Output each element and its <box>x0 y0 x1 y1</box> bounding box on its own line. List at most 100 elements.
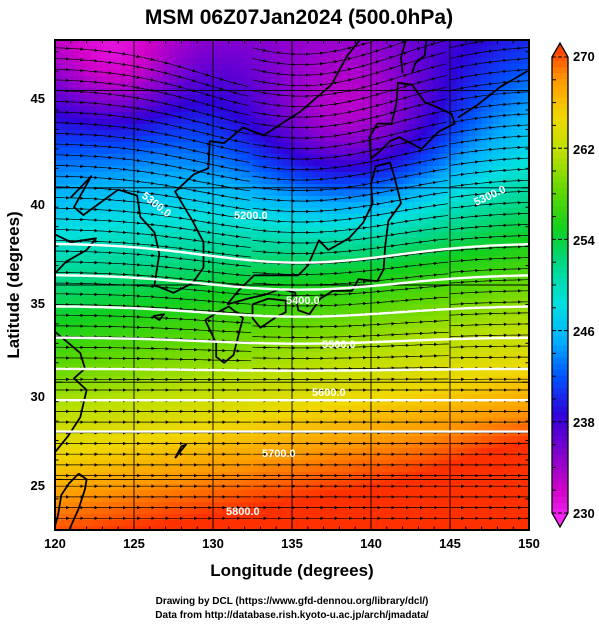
field-cell <box>175 70 182 77</box>
field-cell <box>361 352 368 359</box>
field-cell <box>325 382 332 389</box>
field-cell <box>259 304 266 311</box>
field-cell <box>145 46 152 53</box>
field-cell <box>409 334 416 341</box>
field-cell <box>433 178 440 185</box>
field-cell <box>487 382 494 389</box>
field-cell <box>439 346 446 353</box>
field-cell <box>505 406 512 413</box>
field-cell <box>241 118 248 125</box>
field-cell <box>157 256 164 263</box>
field-cell <box>163 52 170 59</box>
field-cell <box>121 400 128 407</box>
field-cell <box>451 316 458 323</box>
field-cell <box>487 214 494 221</box>
field-cell <box>175 58 182 65</box>
field-cell <box>481 52 488 59</box>
field-cell <box>181 304 188 311</box>
field-cell <box>319 70 326 77</box>
field-cell <box>217 94 224 101</box>
field-cell <box>235 370 242 377</box>
field-cell <box>445 250 452 257</box>
field-cell <box>97 40 104 47</box>
field-cell <box>163 106 170 113</box>
field-cell <box>355 130 362 137</box>
field-cell <box>67 406 74 413</box>
field-cell <box>325 412 332 419</box>
field-cell <box>325 316 332 323</box>
field-cell <box>205 352 212 359</box>
field-cell <box>115 262 122 269</box>
field-cell <box>121 178 128 185</box>
field-cell <box>511 346 518 353</box>
field-cell <box>103 100 110 107</box>
field-cell <box>475 196 482 203</box>
field-cell <box>427 100 434 107</box>
field-cell <box>199 286 206 293</box>
field-cell <box>199 142 206 149</box>
field-cell <box>79 154 86 161</box>
field-cell <box>205 412 212 419</box>
field-cell <box>145 418 152 425</box>
field-cell <box>157 64 164 71</box>
field-cell <box>241 178 248 185</box>
field-cell <box>199 82 206 89</box>
field-cell <box>211 232 218 239</box>
field-cell <box>187 226 194 233</box>
field-cell <box>355 76 362 83</box>
field-cell <box>307 316 314 323</box>
field-cell <box>163 370 170 377</box>
field-cell <box>349 184 356 191</box>
field-cell <box>265 106 272 113</box>
field-cell <box>409 142 416 149</box>
field-cell <box>277 322 284 329</box>
field-cell <box>343 142 350 149</box>
field-cell <box>421 82 428 89</box>
field-cell <box>511 154 518 161</box>
field-cell <box>295 190 302 197</box>
field-cell <box>463 406 470 413</box>
field-cell <box>451 130 458 137</box>
field-cell <box>439 310 446 317</box>
field-cell <box>523 364 529 371</box>
field-cell <box>469 250 476 257</box>
field-cell <box>247 286 254 293</box>
field-cell <box>391 124 398 131</box>
field-cell <box>349 142 356 149</box>
field-cell <box>385 244 392 251</box>
field-cell <box>409 88 416 95</box>
field-cell <box>415 340 422 347</box>
field-cell <box>403 370 410 377</box>
field-cell <box>151 112 158 119</box>
field-cell <box>277 244 284 251</box>
field-cell <box>391 52 398 59</box>
field-cell <box>469 202 476 209</box>
field-cell <box>415 364 422 371</box>
field-cell <box>127 340 134 347</box>
field-cell <box>433 274 440 281</box>
field-cell <box>181 82 188 89</box>
field-cell <box>505 286 512 293</box>
field-cell <box>103 64 110 71</box>
field-cell <box>205 52 212 59</box>
field-cell <box>295 226 302 233</box>
field-cell <box>271 160 278 167</box>
field-cell <box>439 124 446 131</box>
field-cell <box>445 304 452 311</box>
field-cell <box>55 328 62 335</box>
field-cell <box>337 250 344 257</box>
field-cell <box>205 58 212 65</box>
field-cell <box>397 142 404 149</box>
field-cell <box>193 64 200 71</box>
field-cell <box>445 118 452 125</box>
field-cell <box>223 382 230 389</box>
field-cell <box>163 124 170 131</box>
field-cell <box>205 358 212 365</box>
field-cell <box>301 118 308 125</box>
field-cell <box>307 40 314 47</box>
field-cell <box>475 262 482 269</box>
field-cell <box>511 268 518 275</box>
field-cell <box>103 418 110 425</box>
field-cell <box>343 172 350 179</box>
field-cell <box>313 268 320 275</box>
